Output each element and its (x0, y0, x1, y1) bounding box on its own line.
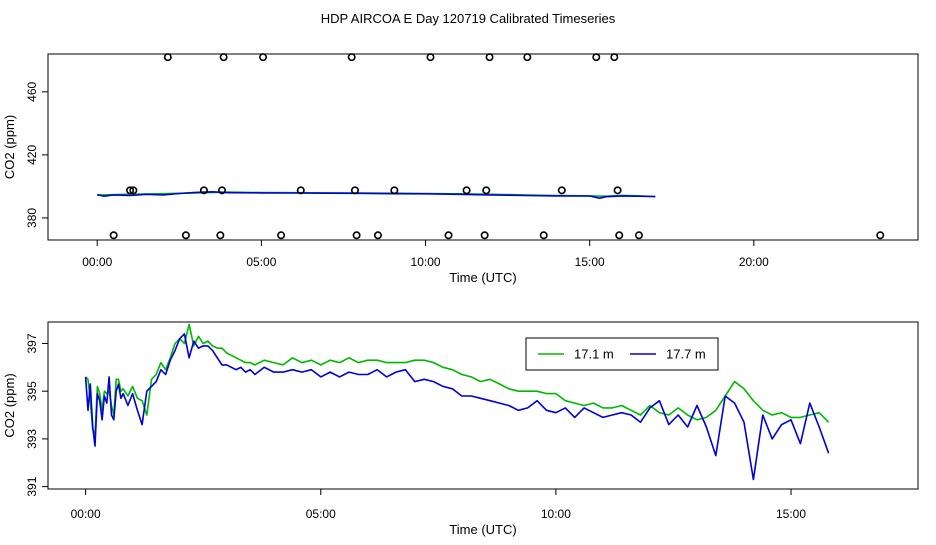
calibration-point-mid (390, 186, 399, 195)
series-line-17-7-m (84, 333, 830, 481)
y-axis-label: CO2 (ppm) (2, 373, 17, 437)
legend-label: 17.1 m (574, 347, 614, 362)
series-line-17-7-m (97, 191, 656, 199)
calibration-point-mid (482, 186, 491, 195)
x-tick-label: 20:00 (739, 255, 769, 269)
calibration-point-mid (296, 186, 305, 195)
calibration-point-low (444, 231, 453, 240)
calibration-point-high (523, 53, 532, 62)
calibration-point-high (592, 53, 601, 62)
calibration-point-mid (462, 186, 471, 195)
calibration-point-high (347, 53, 356, 62)
calibration-point-high (610, 53, 619, 62)
calibration-point-low (109, 231, 118, 240)
y-tick-label: 391 (25, 476, 39, 496)
calibration-point-mid (613, 186, 622, 195)
calibration-point-mid (218, 186, 227, 195)
calibration-point-low (181, 231, 190, 240)
y-tick-label: 393 (25, 429, 39, 449)
panel-bottom: 00:00 05:00 10:00 15:00 391 393 395 397 Time (UT… (2, 321, 919, 537)
calibration-point-high (219, 53, 228, 62)
x-axis-label: Time (UTC) (449, 522, 516, 537)
calibration-point-low (480, 231, 489, 240)
calibration-point-mid (350, 186, 359, 195)
calibration-point-low (615, 231, 624, 240)
calibration-point-low (876, 231, 885, 240)
x-tick-label: 10:00 (541, 507, 571, 521)
calibration-point-mid (557, 186, 566, 195)
y-axis-label: CO2 (ppm) (2, 115, 17, 179)
plot-frame (47, 321, 919, 490)
plot-frame (47, 53, 919, 241)
y-tick-label: 380 (25, 208, 39, 228)
y-tick-label: 420 (25, 145, 39, 165)
x-tick-label: 05:00 (246, 255, 276, 269)
calibration-point-mid (199, 186, 208, 195)
x-tick-label: 10:00 (411, 255, 441, 269)
x-tick-label: 00:00 (71, 507, 101, 521)
y-tick-label: 397 (25, 333, 39, 353)
calibration-point-low (352, 231, 361, 240)
calibration-point-low (634, 231, 643, 240)
calibration-point-high (259, 53, 268, 62)
x-tick-label: 00:00 (82, 255, 112, 269)
calibration-point-high (163, 53, 172, 62)
calibration-point-low (216, 231, 225, 240)
calibration-point-low (539, 231, 548, 240)
calibration-point-high (485, 53, 494, 62)
x-tick-label: 05:00 (306, 507, 336, 521)
calibration-point-mid (129, 186, 138, 195)
chart-title: HDP AIRCOA E Day 120719 Calibrated Times… (321, 11, 616, 26)
x-axis-label: Time (UTC) (449, 270, 516, 285)
x-tick-label: 15:00 (575, 255, 605, 269)
calibration-point-high (426, 53, 435, 62)
legend: 17.1 m 17.7 m (525, 337, 719, 371)
legend-label: 17.7 m (666, 347, 706, 362)
calibration-point-low (373, 231, 382, 240)
y-tick-label: 395 (25, 381, 39, 401)
calibration-point-mid (126, 186, 135, 195)
y-tick-label: 460 (25, 81, 39, 101)
calibration-point-low (277, 231, 286, 240)
panel-top: 00:00 05:00 10:00 15:00 20:00 380 420 460 Time (… (2, 53, 919, 285)
x-tick-label: 15:00 (776, 507, 806, 521)
